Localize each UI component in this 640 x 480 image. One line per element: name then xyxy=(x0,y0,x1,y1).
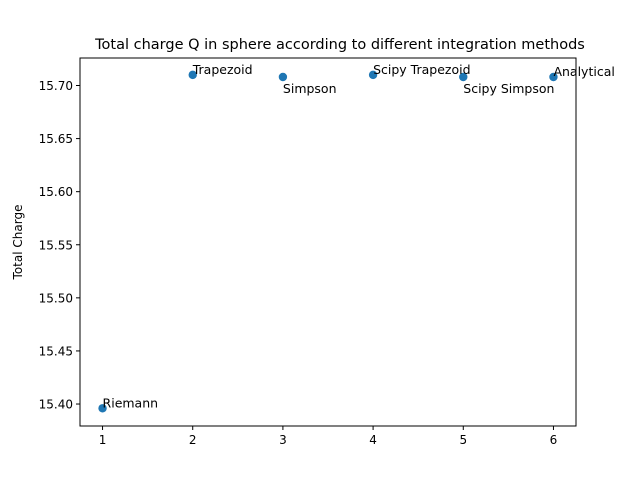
y-tick-label: 15.65 xyxy=(39,132,73,146)
y-axis-label: Total Charge xyxy=(11,205,25,281)
x-tick-label: 6 xyxy=(550,433,558,447)
data-point xyxy=(278,72,288,82)
y-axis-ticks: 15.40 15.45 15.50 15.55 15.60 15.65 15.70 xyxy=(39,79,80,412)
data-point xyxy=(188,70,197,80)
x-axis-ticks: 1 2 3 4 5 6 xyxy=(99,426,558,447)
point-annotations: Riemann Trapezoid Simpson Scipy Trapezoid Sc… xyxy=(103,62,615,410)
x-tick-label: 5 xyxy=(459,433,467,447)
data-points xyxy=(98,70,558,413)
y-tick-label: 15.55 xyxy=(39,238,73,252)
point-label: Scipy Simpson xyxy=(463,81,554,96)
x-tick-label: 4 xyxy=(369,433,377,447)
y-tick-label: 15.40 xyxy=(39,398,73,412)
x-tick-label: 1 xyxy=(99,433,107,447)
chart-title: Total charge Q in sphere according to di… xyxy=(94,37,585,53)
y-tick-label: 15.70 xyxy=(39,79,73,93)
point-label: Trapezoid xyxy=(192,62,253,77)
data-point xyxy=(459,72,468,82)
data-point xyxy=(549,72,558,82)
x-tick-label: 3 xyxy=(279,433,287,447)
point-label: Riemann xyxy=(103,395,159,410)
y-tick-label: 15.50 xyxy=(39,291,73,305)
x-tick-label: 2 xyxy=(189,433,197,447)
point-label: Simpson xyxy=(283,81,337,96)
y-tick-label: 15.45 xyxy=(39,344,73,358)
point-label: Analytical xyxy=(553,64,614,79)
point-label: Scipy Trapezoid xyxy=(373,62,470,77)
data-point xyxy=(368,70,378,80)
plot-frame xyxy=(79,57,577,427)
data-point xyxy=(98,404,107,413)
y-tick-label: 15.60 xyxy=(39,185,73,199)
